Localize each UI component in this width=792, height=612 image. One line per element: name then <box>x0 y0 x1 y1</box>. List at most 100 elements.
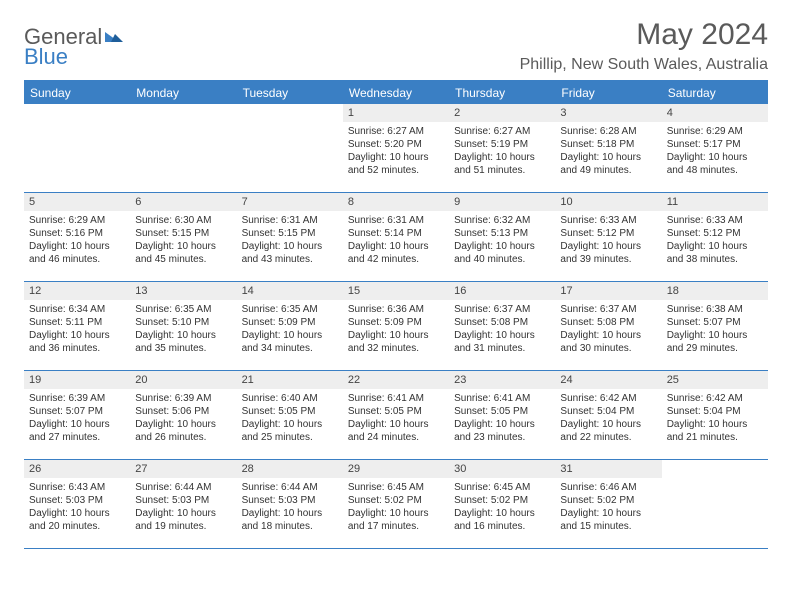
daylight-line: Daylight: 10 hours and 46 minutes. <box>29 240 125 266</box>
day-number: 18 <box>662 282 768 300</box>
day-cell: 29Sunrise: 6:45 AMSunset: 5:02 PMDayligh… <box>343 460 449 548</box>
day-cell: 6Sunrise: 6:30 AMSunset: 5:15 PMDaylight… <box>130 193 236 281</box>
day-body: Sunrise: 6:44 AMSunset: 5:03 PMDaylight:… <box>237 478 343 538</box>
sunset-line: Sunset: 5:08 PM <box>560 316 656 329</box>
sunset-line: Sunset: 5:15 PM <box>135 227 231 240</box>
month-title: May 2024 <box>520 18 768 52</box>
day-number: 28 <box>237 460 343 478</box>
day-cell: 5Sunrise: 6:29 AMSunset: 5:16 PMDaylight… <box>24 193 130 281</box>
day-body: Sunrise: 6:34 AMSunset: 5:11 PMDaylight:… <box>24 300 130 360</box>
daylight-line: Daylight: 10 hours and 26 minutes. <box>135 418 231 444</box>
day-number: 11 <box>662 193 768 211</box>
sunrise-line: Sunrise: 6:32 AM <box>454 214 550 227</box>
calendar-page: General May 2024 Phillip, New South Wale… <box>0 0 792 567</box>
day-header-row: SundayMondayTuesdayWednesdayThursdayFrid… <box>24 82 768 104</box>
sunrise-line: Sunrise: 6:45 AM <box>454 481 550 494</box>
day-number: 26 <box>24 460 130 478</box>
day-header-cell: Wednesday <box>343 82 449 104</box>
daylight-line: Daylight: 10 hours and 35 minutes. <box>135 329 231 355</box>
day-number: 4 <box>662 104 768 122</box>
sunrise-line: Sunrise: 6:27 AM <box>454 125 550 138</box>
day-cell: 11Sunrise: 6:33 AMSunset: 5:12 PMDayligh… <box>662 193 768 281</box>
day-cell <box>130 104 236 192</box>
day-cell: 9Sunrise: 6:32 AMSunset: 5:13 PMDaylight… <box>449 193 555 281</box>
sunrise-line: Sunrise: 6:28 AM <box>560 125 656 138</box>
sunrise-line: Sunrise: 6:34 AM <box>29 303 125 316</box>
sunset-line: Sunset: 5:02 PM <box>560 494 656 507</box>
calendar-week-row: 12Sunrise: 6:34 AMSunset: 5:11 PMDayligh… <box>24 282 768 371</box>
sunset-line: Sunset: 5:09 PM <box>242 316 338 329</box>
sunrise-line: Sunrise: 6:39 AM <box>135 392 231 405</box>
sunrise-line: Sunrise: 6:38 AM <box>667 303 763 316</box>
sunrise-line: Sunrise: 6:41 AM <box>348 392 444 405</box>
day-number: 12 <box>24 282 130 300</box>
sunset-line: Sunset: 5:17 PM <box>667 138 763 151</box>
calendar-body: 1Sunrise: 6:27 AMSunset: 5:20 PMDaylight… <box>24 104 768 549</box>
sunset-line: Sunset: 5:06 PM <box>135 405 231 418</box>
sunrise-line: Sunrise: 6:36 AM <box>348 303 444 316</box>
sunset-line: Sunset: 5:18 PM <box>560 138 656 151</box>
day-number: 21 <box>237 371 343 389</box>
day-header-cell: Saturday <box>662 82 768 104</box>
daylight-line: Daylight: 10 hours and 39 minutes. <box>560 240 656 266</box>
day-body: Sunrise: 6:45 AMSunset: 5:02 PMDaylight:… <box>449 478 555 538</box>
sunset-line: Sunset: 5:16 PM <box>29 227 125 240</box>
sunset-line: Sunset: 5:20 PM <box>348 138 444 151</box>
sunset-line: Sunset: 5:13 PM <box>454 227 550 240</box>
day-number: 5 <box>24 193 130 211</box>
day-number: 25 <box>662 371 768 389</box>
sunrise-line: Sunrise: 6:27 AM <box>348 125 444 138</box>
day-body: Sunrise: 6:29 AMSunset: 5:16 PMDaylight:… <box>24 211 130 271</box>
calendar-week-row: 26Sunrise: 6:43 AMSunset: 5:03 PMDayligh… <box>24 460 768 549</box>
day-cell: 10Sunrise: 6:33 AMSunset: 5:12 PMDayligh… <box>555 193 661 281</box>
day-body: Sunrise: 6:44 AMSunset: 5:03 PMDaylight:… <box>130 478 236 538</box>
day-cell: 8Sunrise: 6:31 AMSunset: 5:14 PMDaylight… <box>343 193 449 281</box>
day-body: Sunrise: 6:28 AMSunset: 5:18 PMDaylight:… <box>555 122 661 182</box>
day-cell: 1 Sunrise: 6:27 AMSunset: 5:20 PMDaylight… <box>343 104 449 192</box>
day-number: 16 <box>449 282 555 300</box>
daylight-line: Daylight: 10 hours and 19 minutes. <box>135 507 231 533</box>
day-number: 31 <box>555 460 661 478</box>
logo-text-blue: Blue <box>24 44 68 69</box>
daylight-line: Daylight: 10 hours and 38 minutes. <box>667 240 763 266</box>
day-body: Sunrise: 6:36 AMSunset: 5:09 PMDaylight:… <box>343 300 449 360</box>
daylight-line: Daylight: 10 hours and 31 minutes. <box>454 329 550 355</box>
day-body: Sunrise: 6:42 AMSunset: 5:04 PMDaylight:… <box>662 389 768 449</box>
calendar-table: SundayMondayTuesdayWednesdayThursdayFrid… <box>24 80 768 549</box>
day-cell: 30Sunrise: 6:45 AMSunset: 5:02 PMDayligh… <box>449 460 555 548</box>
sunrise-line: Sunrise: 6:35 AM <box>242 303 338 316</box>
day-cell: 20Sunrise: 6:39 AMSunset: 5:06 PMDayligh… <box>130 371 236 459</box>
day-body: Sunrise: 6:38 AMSunset: 5:07 PMDaylight:… <box>662 300 768 360</box>
sunrise-line: Sunrise: 6:37 AM <box>560 303 656 316</box>
logo-flag-icon <box>105 28 125 49</box>
day-number: 8 <box>343 193 449 211</box>
day-body: Sunrise: 6:33 AMSunset: 5:12 PMDaylight:… <box>662 211 768 271</box>
sunset-line: Sunset: 5:07 PM <box>667 316 763 329</box>
sunset-line: Sunset: 5:03 PM <box>242 494 338 507</box>
daylight-line: Daylight: 10 hours and 49 minutes. <box>560 151 656 177</box>
daylight-line: Daylight: 10 hours and 18 minutes. <box>242 507 338 533</box>
day-body: Sunrise: 6:41 AMSunset: 5:05 PMDaylight:… <box>449 389 555 449</box>
sunrise-line: Sunrise: 6:31 AM <box>348 214 444 227</box>
daylight-line: Daylight: 10 hours and 52 minutes. <box>348 151 444 177</box>
day-cell: 15Sunrise: 6:36 AMSunset: 5:09 PMDayligh… <box>343 282 449 370</box>
sunrise-line: Sunrise: 6:40 AM <box>242 392 338 405</box>
sunrise-line: Sunrise: 6:30 AM <box>135 214 231 227</box>
day-number: 27 <box>130 460 236 478</box>
day-body: Sunrise: 6:39 AMSunset: 5:07 PMDaylight:… <box>24 389 130 449</box>
daylight-line: Daylight: 10 hours and 16 minutes. <box>454 507 550 533</box>
title-block: May 2024 Phillip, New South Wales, Austr… <box>520 18 768 74</box>
day-body: Sunrise: 6:37 AMSunset: 5:08 PMDaylight:… <box>449 300 555 360</box>
day-body: Sunrise: 6:39 AMSunset: 5:06 PMDaylight:… <box>130 389 236 449</box>
sunset-line: Sunset: 5:05 PM <box>242 405 338 418</box>
day-body: Sunrise: 6:41 AMSunset: 5:05 PMDaylight:… <box>343 389 449 449</box>
day-cell: 22Sunrise: 6:41 AMSunset: 5:05 PMDayligh… <box>343 371 449 459</box>
day-number: 23 <box>449 371 555 389</box>
day-header-cell: Thursday <box>449 82 555 104</box>
day-number: 3 <box>555 104 661 122</box>
sunrise-line: Sunrise: 6:29 AM <box>29 214 125 227</box>
daylight-line: Daylight: 10 hours and 17 minutes. <box>348 507 444 533</box>
daylight-line: Daylight: 10 hours and 42 minutes. <box>348 240 444 266</box>
calendar-week-row: 5Sunrise: 6:29 AMSunset: 5:16 PMDaylight… <box>24 193 768 282</box>
day-number: 1 <box>343 104 449 122</box>
